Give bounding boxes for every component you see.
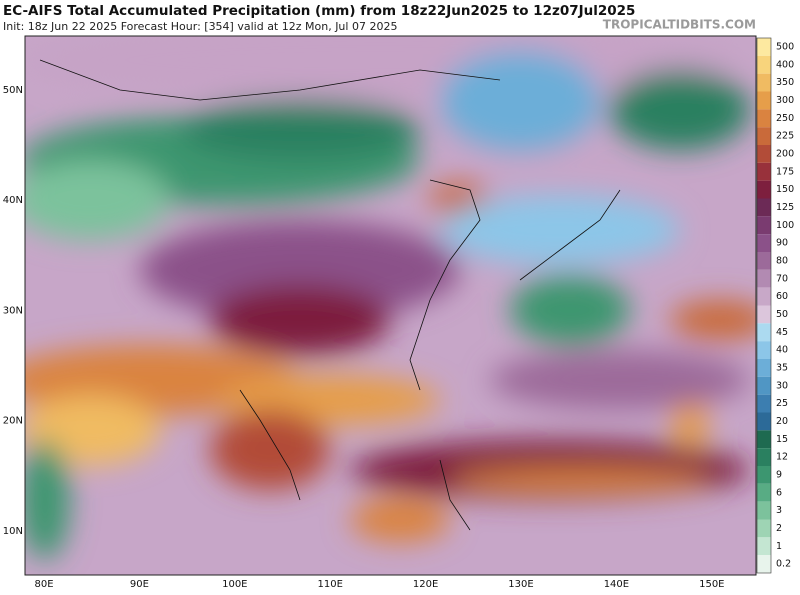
colorbar-swatch: [757, 323, 771, 342]
colorbar-swatch: [757, 501, 771, 520]
colorbar-label: 400: [776, 59, 794, 70]
lon-label: 100E: [222, 579, 247, 590]
colorbar-swatch: [757, 519, 771, 538]
colorbar-swatch: [757, 430, 771, 449]
colorbar-label: 200: [776, 148, 794, 159]
colorbar-label: 2: [776, 523, 782, 534]
colorbar-swatch: [757, 359, 771, 377]
colorbar-label: 45: [776, 327, 788, 338]
colorbar-label: 20: [776, 416, 788, 427]
subtitle: Init: 18z Jun 22 2025 Forecast Hour: [35…: [3, 20, 397, 33]
colorbar-swatch: [757, 341, 771, 359]
colorbar-swatch: [757, 269, 771, 288]
colorbar-swatch: [757, 537, 771, 556]
colorbar-label: 225: [776, 131, 794, 142]
colorbar-swatch: [757, 216, 771, 235]
colorbar-swatch: [757, 287, 771, 306]
colorbar-swatch: [757, 394, 771, 413]
colorbar-swatch: [757, 55, 771, 74]
colorbar-swatch: [757, 466, 771, 484]
title: EC-AIFS Total Accumulated Precipitation …: [3, 3, 635, 19]
colorbar-swatch: [757, 180, 771, 199]
lon-label: 150E: [699, 579, 724, 590]
lon-label: 130E: [508, 579, 533, 590]
colorbar-swatch: [757, 305, 771, 324]
colorbar-label: 90: [776, 238, 788, 249]
colorbar-label: 9: [776, 469, 782, 480]
colorbar-swatch: [757, 448, 771, 466]
lat-label: 20N: [3, 416, 23, 427]
colorbar-swatch: [757, 109, 771, 128]
colorbar-label: 175: [776, 166, 794, 177]
colorbar-swatch: [757, 234, 771, 252]
colorbar-swatch: [757, 127, 771, 145]
colorbar-label: 30: [776, 380, 788, 391]
colorbar-label: 0.2: [776, 559, 791, 570]
colorbar-label: 6: [776, 487, 782, 498]
colorbar-label: 350: [776, 77, 794, 88]
lat-label: 50N: [3, 85, 23, 96]
colorbar-label: 300: [776, 95, 794, 106]
colorbar-label: 125: [776, 202, 794, 213]
colorbar-label: 15: [776, 434, 788, 445]
colorbar-swatch: [757, 483, 771, 502]
lat-label: 30N: [3, 305, 23, 316]
colorbar-swatch: [757, 91, 771, 110]
colorbar-label: 250: [776, 113, 794, 124]
colorbar-swatch: [757, 412, 771, 431]
colorbar-frame: [756, 37, 772, 574]
lon-label: 120E: [413, 579, 438, 590]
lon-label: 140E: [604, 579, 629, 590]
colorbar-label: 500: [776, 41, 794, 52]
colorbar-label: 40: [776, 345, 788, 356]
lat-label: 10N: [3, 526, 23, 537]
colorbar-label: 3: [776, 505, 782, 516]
colorbar-label: 150: [776, 184, 794, 195]
colorbar-swatch: [757, 198, 771, 217]
lat-label: 40N: [3, 195, 23, 206]
colorbar-swatch: [757, 38, 771, 56]
colorbar-label: 35: [776, 362, 788, 373]
lon-label: 80E: [34, 579, 53, 590]
watermark: TROPICALTIDBITS.COM: [603, 18, 756, 32]
colorbar-label: 50: [776, 309, 788, 320]
lon-label: 110E: [317, 579, 342, 590]
colorbar-label: 60: [776, 291, 788, 302]
colorbar-swatch: [757, 376, 771, 395]
colorbar-swatch: [757, 73, 771, 92]
colorbar-swatch: [757, 145, 771, 163]
colorbar-swatch: [757, 252, 771, 270]
colorbar-label: 80: [776, 255, 788, 266]
precip-field: [25, 36, 756, 575]
lon-label: 90E: [130, 579, 149, 590]
colorbar-swatch: [757, 555, 771, 573]
colorbar-swatch: [757, 162, 771, 181]
colorbar-label: 1: [776, 541, 782, 552]
colorbar-label: 100: [776, 220, 794, 231]
colorbar-label: 70: [776, 273, 788, 284]
colorbar-label: 12: [776, 452, 788, 463]
colorbar-label: 25: [776, 398, 788, 409]
